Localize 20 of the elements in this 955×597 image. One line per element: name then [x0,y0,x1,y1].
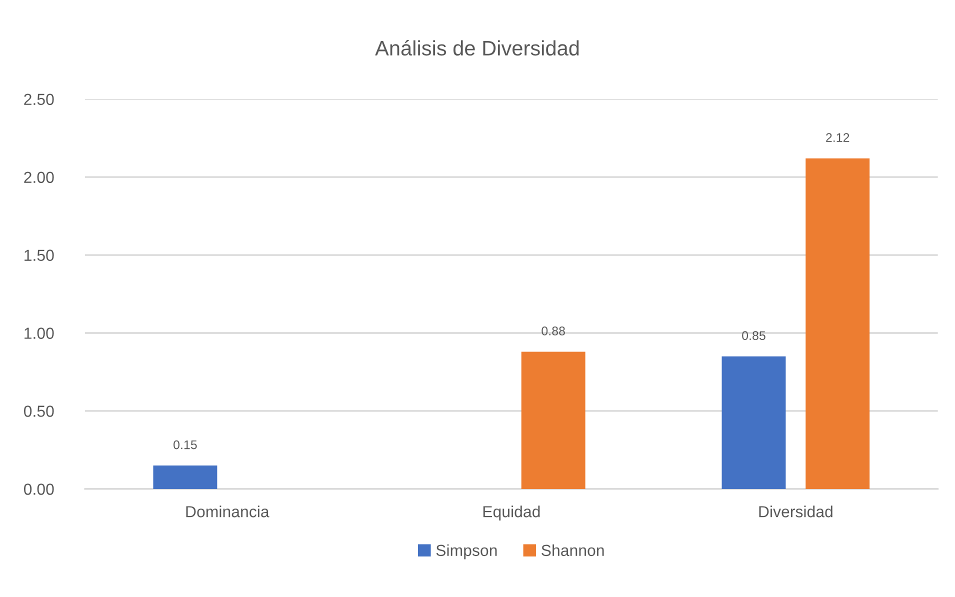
x-tick-label: Diversidad [759,506,832,518]
y-tick-label: 2.00 [24,172,54,184]
x-tick-label: Equidad [483,506,540,520]
data-label: 0.85 [742,331,766,340]
legend-label: Simpson [436,544,497,560]
data-label: 0.88 [542,326,565,336]
data-label: 2.12 [826,133,850,142]
bar [521,352,586,489]
bar [153,466,218,489]
legend-label: Shannon [542,544,604,556]
chart-title: Análisis de Diversidad [375,40,579,56]
bar [722,356,786,489]
y-tick-label: 0.00 [24,484,54,495]
bar [806,158,870,489]
x-tick-label: Dominancia [186,506,270,518]
data-label: 0.15 [174,440,197,450]
y-tick-label: 1.50 [24,250,54,261]
y-tick-label: 2.50 [24,94,54,106]
y-tick-label: 1.00 [24,328,54,339]
y-tick-label: 0.50 [24,406,54,417]
